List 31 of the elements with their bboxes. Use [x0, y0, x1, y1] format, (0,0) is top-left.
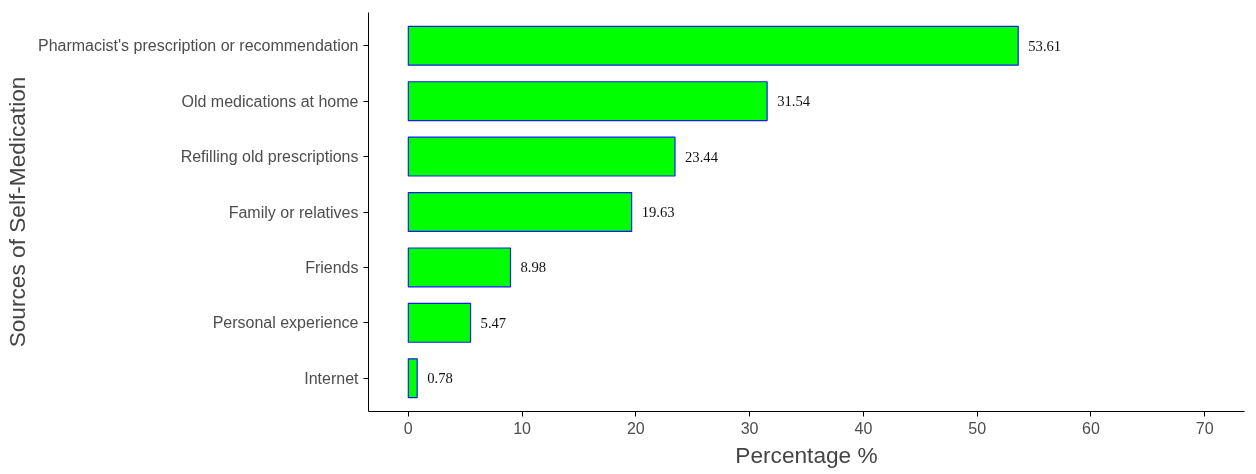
y-tick-label: Personal experience	[212, 314, 359, 332]
data-label: 23.44	[684, 148, 719, 165]
bar	[407, 136, 676, 177]
data-label: 53.61	[1028, 37, 1062, 54]
bar	[407, 81, 768, 122]
x-tick-label: 40	[854, 419, 873, 437]
y-axis-title: Sources of Self-Medication	[3, 76, 30, 348]
data-label: 19.63	[641, 204, 675, 220]
bar	[407, 25, 1019, 66]
data-label: 5.47	[480, 314, 507, 331]
bar	[407, 192, 633, 232]
x-tick-label: 0	[403, 419, 413, 437]
y-tick-label: Friends	[305, 258, 359, 276]
y-tick-label: Family or relatives	[228, 203, 359, 221]
data-label: 0.78	[427, 370, 453, 387]
y-tick-label: Refilling old prescriptions	[180, 148, 359, 166]
data-label: 31.54	[777, 93, 811, 110]
x-tick-label: 20	[626, 419, 645, 437]
x-tick-label: 60	[1082, 419, 1100, 437]
x-axis-title: Percentage %	[735, 441, 878, 468]
y-tick-label: Pharmacist's prescription or recommendation	[37, 37, 359, 55]
bar	[407, 247, 512, 288]
x-tick-label: 70	[1195, 419, 1214, 437]
data-label: 8.98	[520, 259, 547, 276]
x-tick-label: 50	[968, 419, 987, 437]
x-tick-label: 10	[513, 419, 532, 437]
bar	[407, 302, 472, 343]
y-tick-label: Internet	[304, 369, 360, 387]
bar	[407, 358, 418, 399]
y-tick-label: Old medications at home	[181, 92, 359, 110]
x-tick-label: 30	[740, 419, 759, 437]
